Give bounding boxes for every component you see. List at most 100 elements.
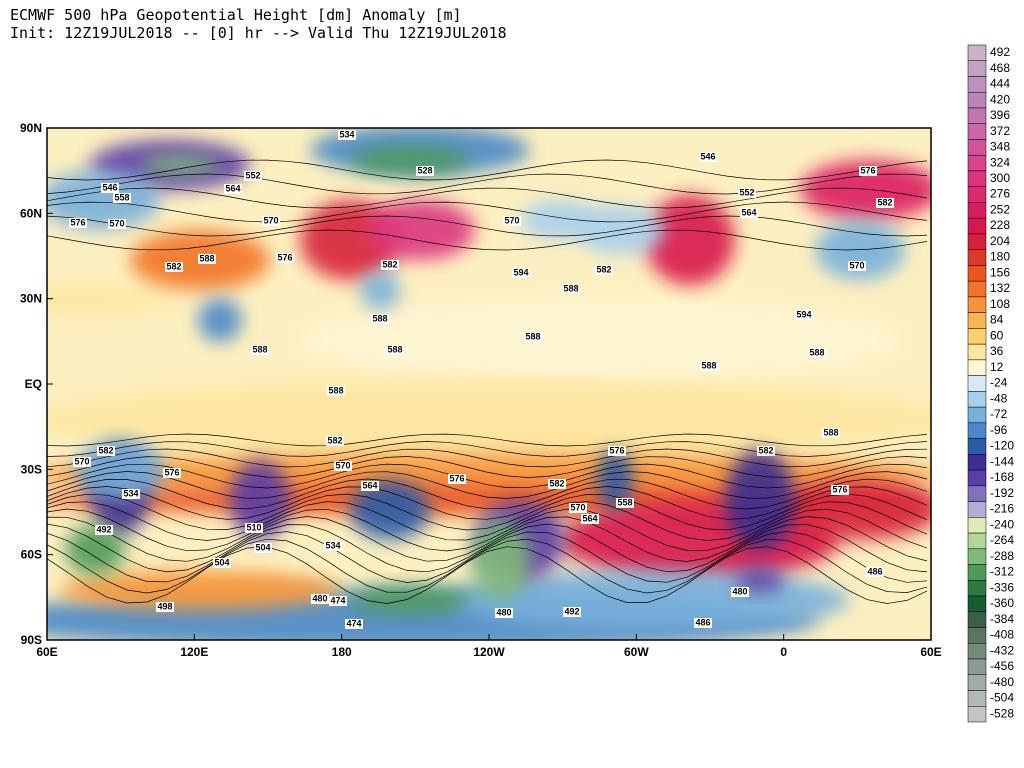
lat-label: 90S (21, 633, 42, 647)
colorbar-label: 156 (990, 265, 1010, 279)
colorbar-label: 372 (990, 124, 1010, 138)
colorbar-label: -264 (990, 533, 1014, 547)
contour-label-bg (329, 596, 347, 606)
contour-label-bg (581, 514, 599, 524)
contour-label: 588 (563, 283, 578, 293)
contour-label: 564 (582, 513, 597, 523)
contour-label-bg (512, 268, 530, 278)
contour-label: 492 (564, 606, 579, 616)
colorbar-label: -96 (990, 423, 1008, 437)
contour-label-bg (262, 216, 280, 226)
contour-label: 582 (549, 478, 564, 488)
lon-label: 60W (624, 645, 649, 659)
contour-label: 588 (525, 331, 540, 341)
height-contour (47, 159, 928, 181)
anomaly-blob (230, 460, 290, 540)
colorbar-label: -408 (990, 628, 1014, 642)
colorbar-label: -216 (990, 502, 1014, 516)
colorbar-label: -480 (990, 675, 1014, 689)
contour-label: 570 (74, 456, 89, 466)
contour-label-bg (334, 461, 352, 471)
contour-label-bg (113, 193, 131, 203)
colorbar-swatch (967, 595, 987, 613)
contour-label: 582 (327, 435, 342, 445)
colorbar-swatch (967, 406, 987, 424)
height-contour (47, 215, 928, 237)
contour-label-bg (327, 386, 345, 396)
contour-label-bg (101, 183, 119, 193)
contour-label: 594 (796, 309, 811, 319)
contour-label-bg (245, 523, 263, 533)
colorbar-swatch (967, 391, 987, 408)
contour-label-bg (198, 254, 216, 264)
contour-label-bg (224, 184, 242, 194)
contour-label: 558 (114, 192, 129, 202)
contour-label-bg (251, 345, 269, 355)
height-contour (47, 508, 928, 552)
colorbar-label: 348 (990, 140, 1010, 154)
anomaly-blob (350, 146, 470, 174)
lon-label: 180 (332, 645, 352, 659)
contour-label-bg (156, 602, 174, 612)
contour-label: 576 (164, 467, 179, 477)
contour-label: 534 (123, 488, 138, 498)
contour-label: 588 (809, 347, 824, 357)
colorbar-swatch (967, 485, 987, 502)
colorbar-swatch (967, 580, 987, 597)
height-contour (47, 546, 928, 604)
colorbar-label: -72 (990, 407, 1008, 421)
contour-label-bg (608, 446, 626, 456)
colorbar-label: 132 (990, 281, 1010, 295)
contour-label: 486 (867, 566, 882, 576)
colorbar-label: 492 (990, 45, 1010, 59)
colorbar-label: 300 (990, 171, 1010, 185)
contour-label: 588 (387, 344, 402, 354)
colorbar-label: -240 (990, 517, 1014, 531)
colorbar-label: 228 (990, 218, 1010, 232)
colorbar-swatch (967, 249, 987, 266)
height-contour (47, 173, 928, 195)
contour-label: 570 (570, 502, 585, 512)
height-contour (47, 201, 928, 223)
contour-label: 582 (166, 261, 181, 271)
contour-label: 528 (417, 165, 432, 175)
contour-label-bg (254, 543, 272, 553)
colorbar-label: -312 (990, 565, 1014, 579)
contour-label-bg (699, 152, 717, 162)
contour-label: 582 (382, 259, 397, 269)
contour-label-bg (562, 284, 580, 294)
colorbar-label: -336 (990, 580, 1014, 594)
contour-label-bg (276, 253, 294, 263)
colorbar-label: 36 (990, 344, 1004, 358)
contour-label-bg (822, 428, 840, 438)
anomaly-blob (350, 586, 470, 614)
colorbar-swatch (967, 548, 987, 565)
colorbar-swatch (967, 454, 987, 471)
contour-label-bg (738, 188, 756, 198)
anomaly-blob (60, 570, 340, 610)
anomaly-blob (350, 480, 430, 540)
contour-label: 576 (70, 217, 85, 227)
contour-label: 474 (346, 618, 361, 628)
title-line-2: Init: 12Z19JUL2018 -- [0] hr --> Valid T… (10, 24, 507, 42)
anomaly-blob (65, 525, 125, 575)
colorbar-swatch (967, 438, 987, 455)
contour-label: 588 (199, 253, 214, 263)
contour-label-bg (324, 541, 342, 551)
contour-label: 588 (328, 385, 343, 395)
contour-label-bg (848, 261, 866, 271)
colorbar-swatch (967, 343, 987, 361)
contour-label-bg (795, 310, 813, 320)
height-contour (47, 523, 928, 573)
height-contour (47, 531, 928, 583)
contour-label: 498 (157, 601, 172, 611)
colorbar-swatch (967, 186, 987, 203)
lat-label: 60N (20, 206, 42, 220)
height-contour (47, 433, 928, 447)
colorbar-label: -168 (990, 470, 1014, 484)
colorbar-swatch (967, 706, 987, 723)
colorbar-swatch (967, 643, 987, 660)
colorbar-swatch (967, 280, 987, 298)
colorbar-label: -504 (990, 691, 1014, 705)
